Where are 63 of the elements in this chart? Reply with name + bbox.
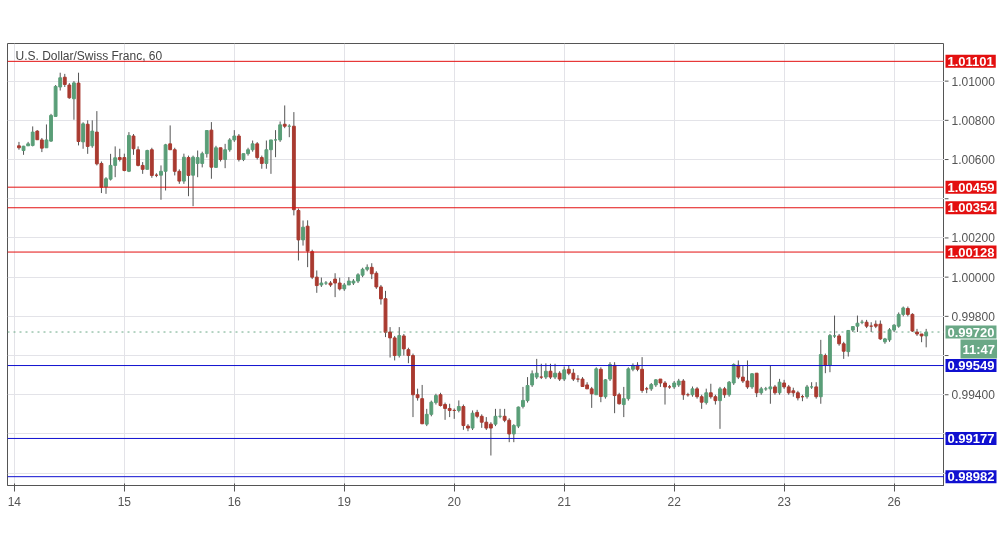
x-tick-label: 19 — [337, 494, 352, 509]
candlestick — [553, 363, 557, 380]
candlestick — [823, 353, 828, 374]
ref-line-label: 1.00354 — [947, 200, 996, 216]
candlestick — [718, 386, 722, 430]
ref-line-label: 1.00128 — [947, 244, 995, 260]
x-tick-label: 21 — [557, 494, 572, 509]
chart-title: U.S. Dollar/Swiss Franc, 60 — [15, 48, 163, 63]
candlestick — [223, 143, 228, 169]
ref-line-label: 0.99549 — [947, 358, 995, 374]
y-tick-label: 1.00600 — [951, 153, 996, 168]
candlestick — [181, 153, 186, 185]
candlestick — [470, 409, 475, 431]
candlestick — [214, 145, 218, 168]
y-tick-label: 1.00000 — [951, 270, 996, 285]
x-tick-label: 26 — [887, 494, 902, 509]
candlestick — [392, 335, 397, 361]
candlestick — [301, 220, 305, 247]
candlestick — [768, 364, 773, 405]
candlestick — [745, 359, 750, 390]
candlestick — [131, 133, 136, 156]
candlestick — [195, 150, 200, 178]
y-tick-label: 1.00800 — [951, 113, 996, 128]
ref-line-label: 0.99720 — [947, 324, 995, 340]
candlestick — [736, 359, 741, 380]
candlestick — [754, 372, 759, 398]
candlestick — [90, 119, 95, 149]
x-tick-label: 20 — [447, 494, 462, 509]
candlestick — [878, 319, 883, 341]
y-tick-label: 0.99800 — [951, 309, 996, 324]
candlestick — [681, 378, 686, 401]
y-tick-label: 1.01000 — [951, 74, 996, 89]
candlestick — [461, 404, 466, 431]
x-tick-label: 15 — [117, 494, 132, 509]
y-tick-label: 0.99400 — [951, 388, 996, 403]
ref-line-label: 0.99177 — [947, 430, 995, 446]
candlestick — [85, 119, 90, 155]
candlestick — [72, 80, 76, 121]
ref-line-label: 1.00459 — [947, 179, 995, 195]
x-tick-label: 23 — [777, 494, 792, 509]
candlestick — [81, 121, 86, 150]
candlestick — [543, 362, 548, 380]
x-tick-label: 22 — [667, 494, 682, 509]
candlestick — [186, 155, 191, 197]
candlestick — [924, 328, 929, 348]
candlestick — [401, 333, 406, 357]
candlestick — [589, 386, 594, 409]
x-tick-label: 14 — [7, 494, 22, 509]
candlestick — [278, 121, 283, 143]
candlestick — [397, 326, 402, 359]
candlestick — [488, 421, 493, 457]
candlestick — [846, 329, 851, 358]
y-tick-label: 1.00200 — [951, 231, 996, 246]
ref-line-label: 1.01101 — [947, 53, 994, 69]
x-tick-label: 16 — [227, 494, 242, 509]
ref-line-label: 0.98982 — [947, 469, 995, 485]
candlestick — [113, 145, 118, 178]
candlestick — [236, 133, 241, 162]
candlestick — [17, 141, 21, 151]
candlestick — [282, 104, 287, 129]
text: 11:47 — [962, 341, 996, 357]
candlestick — [507, 417, 512, 443]
candlestick — [264, 140, 269, 170]
